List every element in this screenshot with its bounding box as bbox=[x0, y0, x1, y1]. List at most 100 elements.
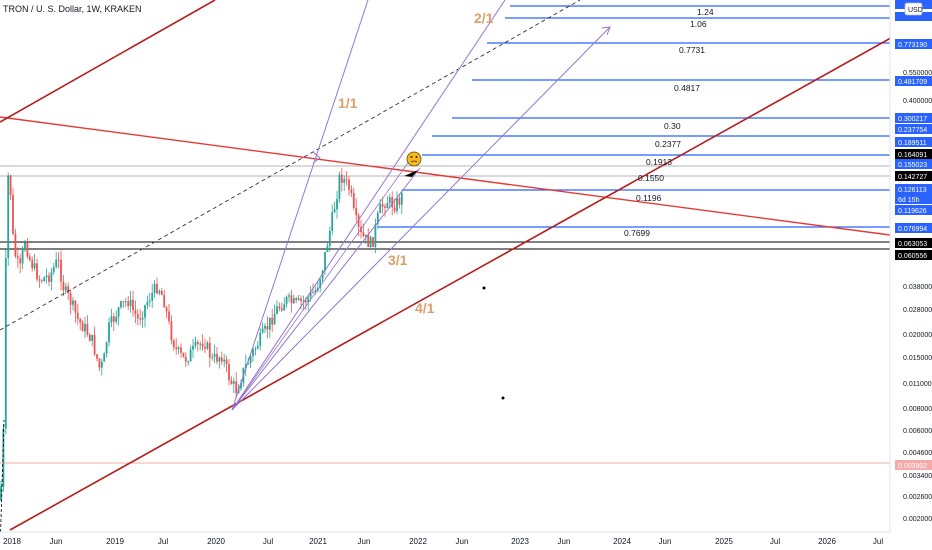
candle-body bbox=[393, 207, 396, 212]
time-axis-tick-label: 2026 bbox=[818, 537, 836, 546]
candle-body bbox=[72, 300, 74, 305]
candle-body bbox=[74, 300, 77, 313]
candle-body bbox=[384, 206, 386, 208]
candle-body bbox=[57, 259, 60, 261]
time-axis-tick-label: 2022 bbox=[409, 537, 427, 546]
candle-body bbox=[348, 179, 350, 190]
candle-body bbox=[199, 343, 202, 345]
candle-body bbox=[129, 299, 132, 307]
candle-body bbox=[343, 179, 346, 183]
price-tag bbox=[895, 124, 932, 134]
candle-body bbox=[273, 313, 276, 325]
candle-body bbox=[43, 277, 46, 282]
candle-body bbox=[244, 364, 247, 368]
candle-body bbox=[379, 203, 382, 213]
candle-body bbox=[216, 353, 218, 362]
price-axis-tick-label: 0.004600 bbox=[903, 450, 932, 457]
time-axis-tick-label: 2019 bbox=[106, 537, 124, 546]
candle-body bbox=[172, 340, 175, 348]
price-axis-ticks: 0.550000 0.400000 0.038000 0.028000 0.020000… bbox=[903, 70, 932, 523]
candle-body bbox=[117, 307, 120, 317]
currency-button[interactable] bbox=[904, 2, 923, 16]
price-tag-top bbox=[895, 12, 932, 21]
time-axis-tick-label: Jun bbox=[659, 537, 672, 546]
candle-body bbox=[28, 256, 31, 260]
price-tag-label: 0.300217 bbox=[898, 116, 927, 123]
time-axis-tick-label: Jul bbox=[873, 537, 883, 546]
candle-body bbox=[213, 353, 216, 357]
candle-body bbox=[319, 279, 322, 288]
candle-body bbox=[50, 272, 53, 282]
candle-body bbox=[381, 203, 384, 207]
price-axis-tick-label: 0.015000 bbox=[903, 355, 932, 362]
candle-body bbox=[153, 283, 156, 293]
candle-body bbox=[369, 237, 372, 247]
candle-body bbox=[350, 189, 353, 194]
price-tag-label: 0.164091 bbox=[898, 152, 927, 159]
candle-body bbox=[12, 194, 14, 234]
price-axis-tick-label: 0.008000 bbox=[903, 406, 932, 413]
candle-body bbox=[312, 291, 314, 293]
level-labels: 1.24 1.06 0.7731 0.4817 0.30 0.2377 0.19… bbox=[624, 7, 714, 238]
candle-body bbox=[295, 298, 298, 300]
time-axis-tick-label: 2018 bbox=[3, 537, 21, 546]
left-dashed-line bbox=[0, 419, 5, 550]
time-axis[interactable]: 2018 Jun 2019 Jul 2020 Jul 2021 Jun 2022 Jun 2023 J… bbox=[0, 531, 932, 550]
price-tag-label: 0.060556 bbox=[898, 253, 927, 260]
gann-line-1-1 bbox=[231, 0, 369, 411]
candle-body bbox=[36, 263, 38, 280]
candle-body bbox=[189, 349, 192, 362]
gann-label-3-1: 3/1 bbox=[388, 252, 408, 268]
candle-body bbox=[364, 234, 367, 237]
candle-body bbox=[357, 215, 360, 227]
candle-body bbox=[156, 283, 158, 294]
candle-body bbox=[64, 286, 67, 291]
candle-body bbox=[38, 279, 41, 281]
candle-body bbox=[120, 301, 122, 308]
price-axis-tick-label: 0.400000 bbox=[903, 98, 932, 105]
candle-body bbox=[115, 316, 118, 322]
candle-body bbox=[112, 316, 115, 322]
candle-body bbox=[254, 348, 257, 350]
candle-body bbox=[388, 197, 391, 204]
gann-labels: 2/1 1/1 3/1 4/1 bbox=[338, 10, 494, 316]
price-tag-label: 0.142727 bbox=[898, 174, 927, 181]
candle-body bbox=[362, 232, 365, 237]
time-axis-tick-label: Jun bbox=[558, 537, 571, 546]
candle-body bbox=[139, 318, 142, 320]
emoji-face-icon bbox=[406, 151, 422, 167]
price-axis-tick-label: 0.002600 bbox=[903, 494, 932, 501]
candle-body bbox=[31, 259, 34, 269]
price-tags: 0.773190 0.481709 0.300217 0.237754 0.189511… bbox=[895, 39, 932, 470]
candle-body bbox=[232, 381, 235, 384]
candle-body bbox=[297, 298, 300, 300]
candle-body bbox=[180, 347, 182, 353]
candle-body bbox=[196, 342, 199, 345]
price-axis[interactable]: 0.550000 0.400000 0.038000 0.028000 0.020000… bbox=[889, 0, 932, 532]
emoji-eye bbox=[410, 156, 413, 158]
candle-body bbox=[187, 361, 190, 363]
dot-marker bbox=[501, 396, 505, 400]
candle-body bbox=[16, 256, 19, 259]
candle-body bbox=[146, 301, 149, 306]
candle-body bbox=[55, 259, 58, 268]
candle-body bbox=[134, 309, 137, 315]
candle-body bbox=[21, 250, 24, 264]
candle-body bbox=[252, 349, 254, 357]
candle-body bbox=[81, 322, 84, 332]
price-tag-label: 0.063053 bbox=[898, 241, 927, 248]
dashed-trendline bbox=[0, 0, 581, 331]
candle-body bbox=[290, 295, 293, 304]
time-axis-ticks: 2018 Jun 2019 Jul 2020 Jul 2021 Jun 2022 Jun 2023 J… bbox=[3, 537, 883, 546]
price-tag-label: 0.237754 bbox=[898, 127, 927, 134]
time-axis-tick-label: Jul bbox=[263, 537, 273, 546]
candle-body bbox=[345, 179, 348, 181]
candle-body bbox=[374, 224, 377, 247]
candle-body bbox=[398, 197, 401, 205]
candle-body bbox=[182, 352, 185, 357]
price-tag bbox=[895, 238, 932, 248]
candle-body bbox=[266, 325, 269, 330]
candle-body bbox=[292, 298, 295, 304]
candle-body bbox=[218, 357, 221, 362]
time-axis-tick-label: 2021 bbox=[309, 537, 327, 546]
